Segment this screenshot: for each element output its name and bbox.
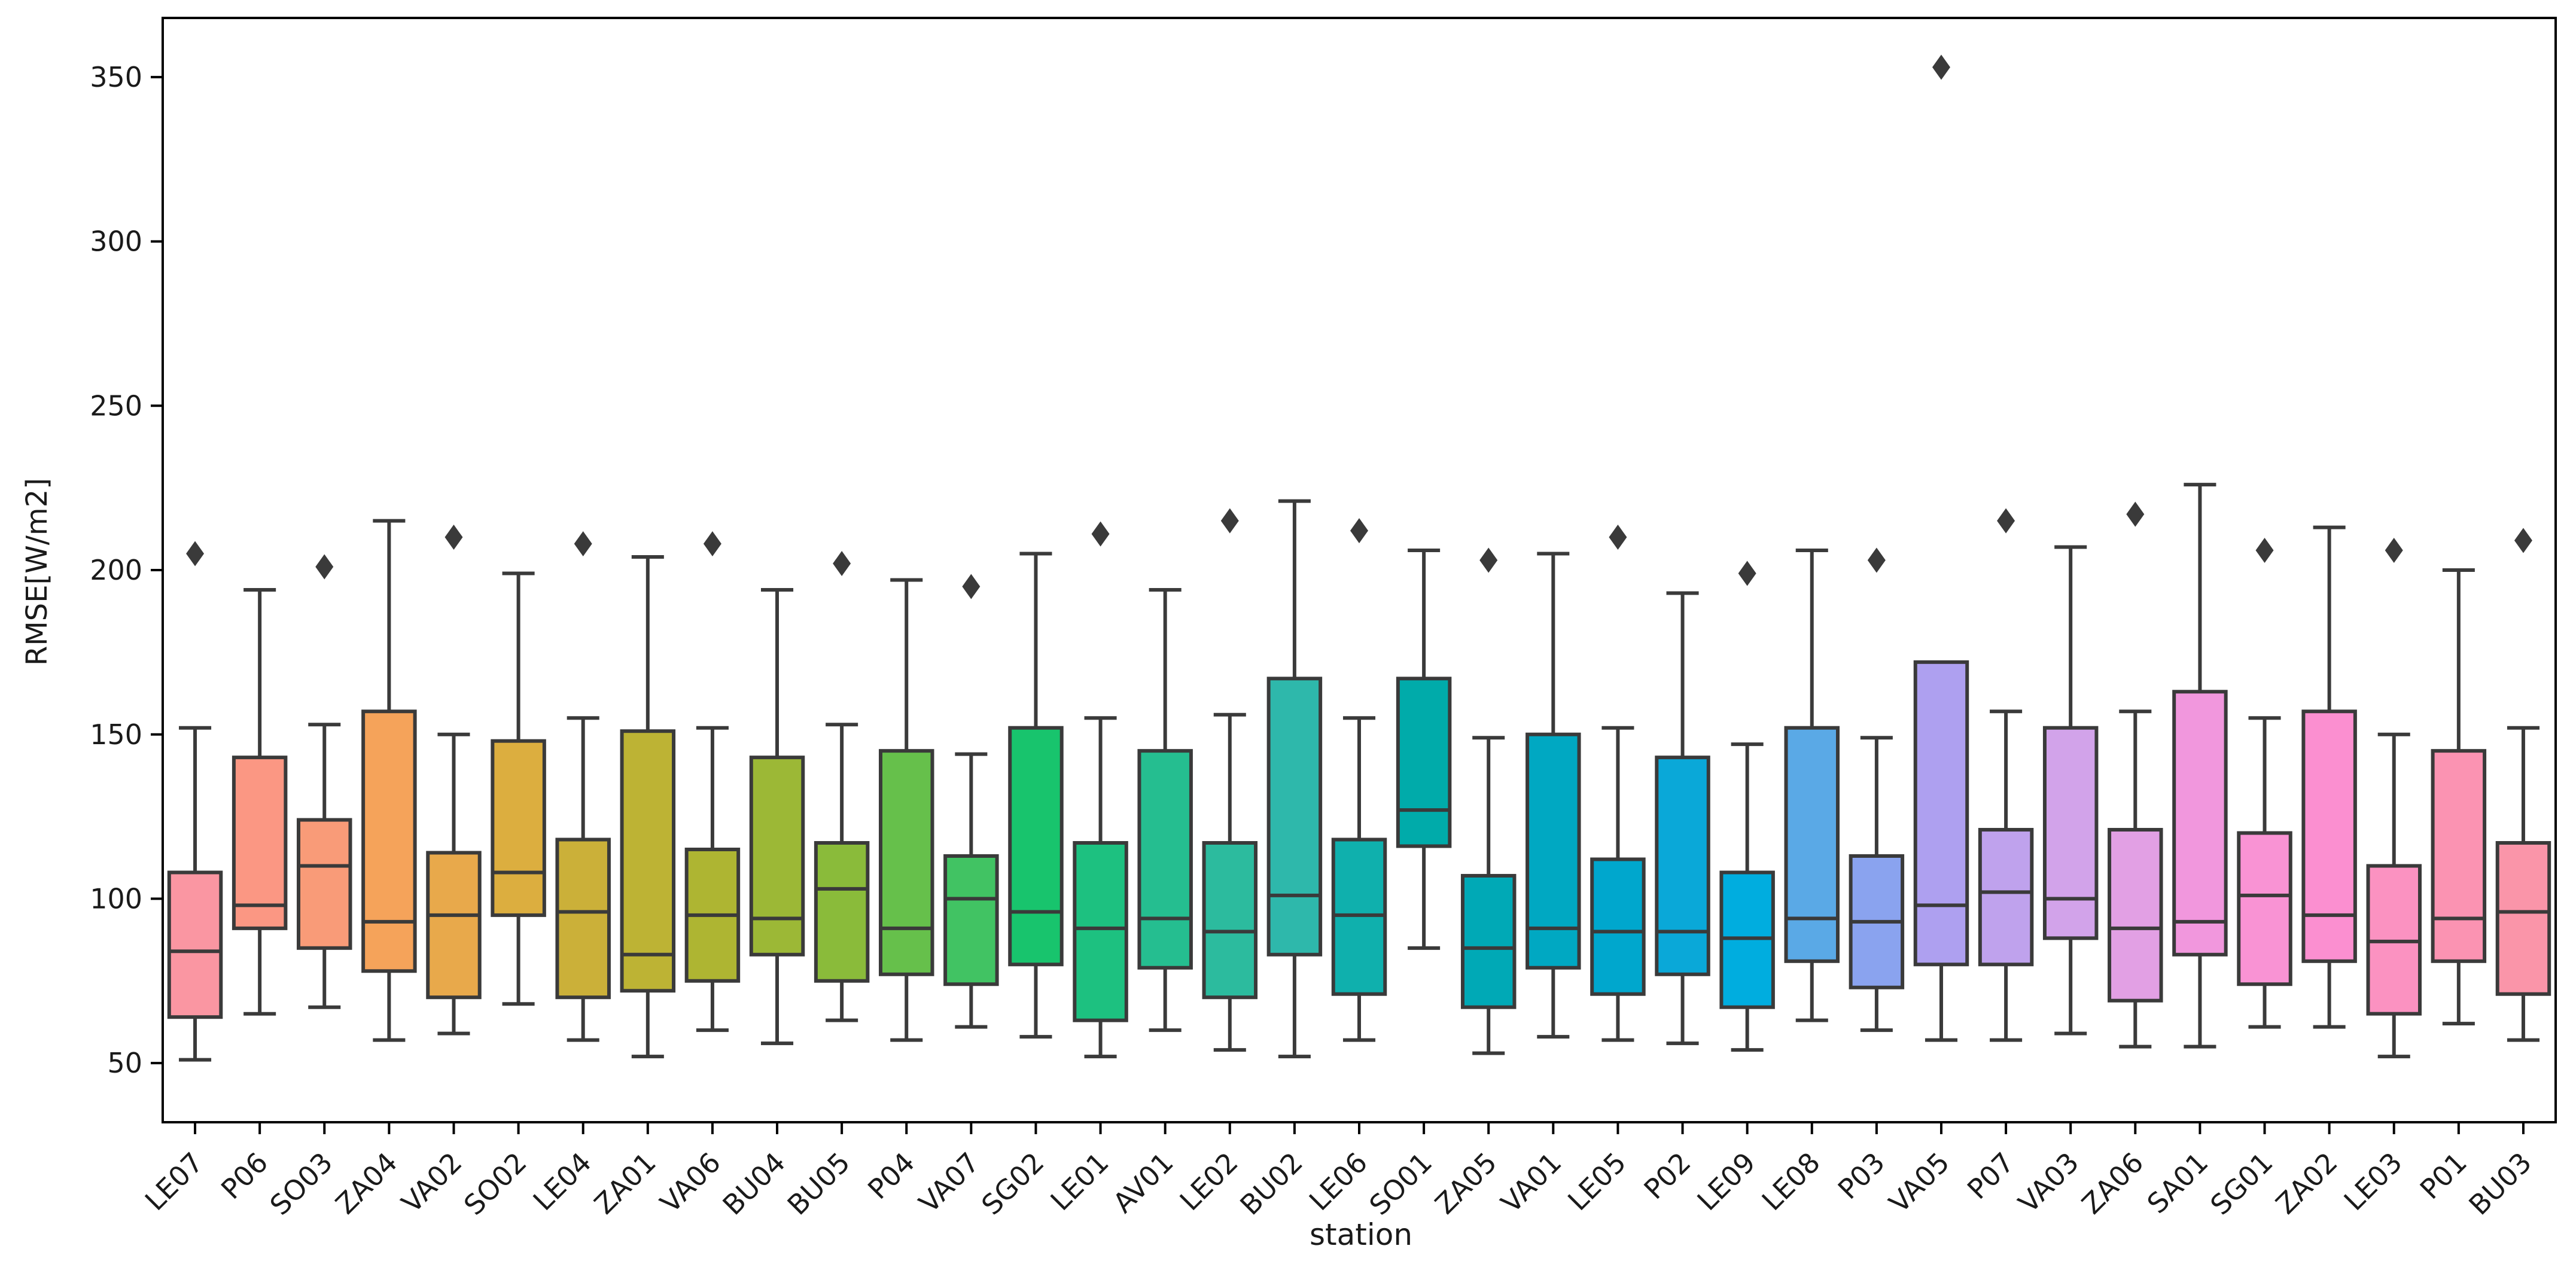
x-tick-label-P04: P04 <box>861 1146 921 1205</box>
flier-LE04 <box>574 531 592 557</box>
box-LE04 <box>555 837 611 1000</box>
box-LE05 <box>1590 857 1646 996</box>
box-ZA04 <box>361 709 417 973</box>
x-tick-label-BU04: BU04 <box>716 1146 791 1222</box>
x-tick-label-ZA02: ZA02 <box>2270 1146 2344 1220</box>
x-tick-label-P02: P02 <box>1637 1146 1697 1205</box>
box-SO02 <box>491 739 546 917</box>
flier-LE02 <box>1220 508 1239 534</box>
y-tick-label-350: 350 <box>90 61 142 93</box>
box-VA02 <box>426 851 482 1000</box>
flier-VA05 <box>1932 54 1950 80</box>
x-tick-label-VA02: VA02 <box>395 1146 468 1219</box>
box-ZA05 <box>1460 873 1517 1009</box>
box-BU05 <box>814 841 870 983</box>
x-tick-label-BU02: BU02 <box>1234 1146 1309 1222</box>
y-tick-label-100: 100 <box>90 883 142 915</box>
y-tick-label-200: 200 <box>90 554 142 586</box>
x-tick-label-SG02: SG02 <box>975 1146 1050 1221</box>
x-tick-label-ZA05: ZA05 <box>1429 1146 1503 1220</box>
flier-LE03 <box>2385 538 2403 564</box>
flier-P07 <box>1997 508 2015 534</box>
box-P06 <box>232 756 288 930</box>
box-SG02 <box>1008 726 1064 967</box>
box-ZA02 <box>2301 709 2357 963</box>
flier-VA02 <box>444 525 463 550</box>
x-tick-label-ZA04: ZA04 <box>329 1146 403 1220</box>
x-tick-label-P07: P07 <box>1961 1146 2020 1205</box>
y-tick-label-250: 250 <box>90 389 142 422</box>
x-tick-label-ZA01: ZA01 <box>588 1146 662 1220</box>
x-tick-label-LE09: LE09 <box>1691 1146 1762 1217</box>
x-tick-label-ZA06: ZA06 <box>2075 1146 2149 1220</box>
flier-VA06 <box>703 531 721 557</box>
flier-VA07 <box>962 574 981 599</box>
box-LE08 <box>1784 726 1840 963</box>
flier-BU03 <box>2514 528 2532 553</box>
flier-SO03 <box>315 554 334 580</box>
box-SG01 <box>2237 831 2292 986</box>
x-tick-label-SA01: SA01 <box>2140 1146 2214 1220</box>
box-VA07 <box>943 854 999 986</box>
x-tick-label-SO03: SO03 <box>264 1146 339 1222</box>
flier-LE01 <box>1091 521 1110 547</box>
x-tick-label-VA06: VA06 <box>654 1146 727 1219</box>
box-ZA06 <box>2108 828 2163 1003</box>
flier-SG01 <box>2255 538 2274 564</box>
x-tick-label-LE08: LE08 <box>1756 1146 1826 1217</box>
x-tick-label-VA03: VA03 <box>2012 1146 2085 1219</box>
y-tick-label-50: 50 <box>107 1047 142 1079</box>
x-tick-label-VA01: VA01 <box>1494 1146 1567 1219</box>
flier-ZA06 <box>2126 501 2145 527</box>
box-P01 <box>2431 749 2487 963</box>
flier-P03 <box>1867 547 1886 573</box>
box-P02 <box>1655 756 1710 976</box>
flier-LE06 <box>1350 518 1368 544</box>
box-ZA01 <box>620 729 676 993</box>
x-tick-label-AV01: AV01 <box>1107 1146 1180 1219</box>
box-LE07 <box>167 870 223 1019</box>
box-AV01 <box>1137 749 1193 970</box>
box-P07 <box>1978 828 2034 967</box>
flier-BU05 <box>833 551 851 577</box>
x-tick-label-VA07: VA07 <box>912 1146 985 1219</box>
box-BU04 <box>749 756 805 957</box>
flier-LE09 <box>1738 561 1756 586</box>
flier-LE05 <box>1609 525 1627 550</box>
box-LE01 <box>1073 841 1128 1022</box>
y-tick-label-150: 150 <box>90 718 142 751</box>
box-SO01 <box>1396 677 1452 848</box>
flier-LE07 <box>186 541 205 566</box>
x-tick-label-LE02: LE02 <box>1174 1146 1244 1217</box>
box-LE02 <box>1202 841 1258 1000</box>
x-tick-label-BU05: BU05 <box>781 1146 857 1222</box>
x-tick-label-SO02: SO02 <box>458 1146 533 1222</box>
x-tick-label-LE04: LE04 <box>527 1146 598 1217</box>
box-SO03 <box>297 818 352 950</box>
y-axis-label: RMSE[W/m2] <box>20 478 54 666</box>
x-tick-label-SO01: SO01 <box>1363 1146 1438 1222</box>
box-P04 <box>879 749 934 976</box>
x-tick-label-LE07: LE07 <box>139 1146 209 1217</box>
x-tick-label-SG01: SG01 <box>2204 1146 2279 1221</box>
x-tick-label-LE03: LE03 <box>2338 1146 2408 1217</box>
box-VA05 <box>1913 660 1969 967</box>
box-VA03 <box>2042 726 2099 940</box>
x-tick-label-LE06: LE06 <box>1303 1146 1374 1217</box>
x-tick-label-BU03: BU03 <box>2462 1146 2538 1222</box>
box-SA01 <box>2172 690 2228 957</box>
box-BU02 <box>1266 677 1323 957</box>
y-tick-label-300: 300 <box>90 226 142 258</box>
flier-ZA05 <box>1479 547 1498 573</box>
x-tick-label-LE01: LE01 <box>1044 1146 1115 1217</box>
box-BU03 <box>2495 841 2551 996</box>
box-VA01 <box>1525 732 1581 970</box>
x-tick-label-LE05: LE05 <box>1561 1146 1632 1217</box>
x-tick-label-VA05: VA05 <box>1883 1146 1956 1219</box>
x-axis-label: station <box>1309 1217 1413 1252</box>
x-tick-label-P03: P03 <box>1832 1146 1891 1205</box>
